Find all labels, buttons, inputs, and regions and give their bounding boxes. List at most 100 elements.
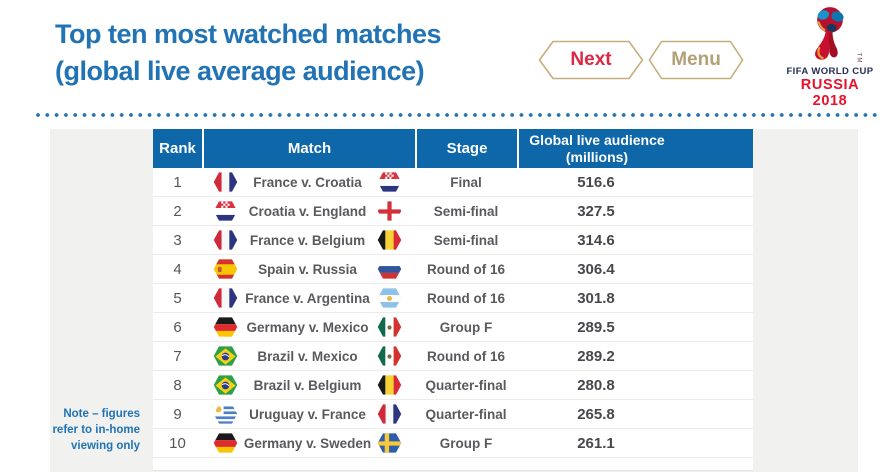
match-label: Brazil v. Belgium [253, 377, 362, 393]
next-button-label: Next [570, 49, 612, 70]
stage-cell: Final [450, 174, 482, 190]
table-row: 7 Brazil v. Mexico Round of 16 289.2 [153, 342, 753, 371]
england-flag-icon [377, 201, 402, 221]
stage-cell: Group F [439, 319, 493, 335]
uruguay-flag-icon [213, 404, 238, 424]
croatia-flag-icon [213, 201, 238, 221]
audience-cell: 261.1 [577, 434, 615, 452]
brazil-flag-icon [213, 375, 238, 395]
audience-cell: 280.8 [577, 376, 615, 394]
match-cell: Uruguay v. France [202, 404, 415, 425]
stage-cell: Semi-final [433, 203, 499, 219]
logo-fifa-world-cup-text: FIFA WORLD CUP [786, 66, 874, 77]
rank-cell: 10 [169, 434, 186, 452]
match-cell: France v. Croatia [202, 172, 415, 193]
match-cell: Croatia v. England [202, 201, 415, 222]
stage-cell: Group F [439, 435, 493, 451]
matches-table: Rank Match Stage Global live audience (m… [153, 129, 753, 471]
rank-cell: 2 [173, 202, 182, 220]
match-label: France v. Belgium [249, 232, 366, 248]
rank-cell: 8 [173, 376, 182, 394]
menu-button-label: Menu [671, 49, 721, 70]
france-flag-icon [213, 172, 238, 192]
match-cell: Germany v. Sweden [202, 433, 415, 454]
table-row: 5 France v. Argentina Round of 16 301.8 [153, 284, 753, 313]
table-row: 10 Germany v. Sweden Group F 261.1 [153, 429, 753, 458]
germany-flag-icon [213, 317, 238, 337]
rank-cell: 3 [173, 231, 182, 249]
fifa-world-cup-logo: TM FIFA WORLD CUP RUSSIA 2018 [782, 3, 878, 109]
next-button[interactable]: Next [538, 40, 644, 80]
match-cell: Brazil v. Mexico [202, 346, 415, 367]
match-label: France v. Argentina [245, 290, 370, 306]
table-row: 2 Croatia v. England Semi-final 327.5 [153, 197, 753, 226]
belgium-flag-icon [377, 375, 402, 395]
match-label: Spain v. Russia [258, 261, 357, 277]
argentina-flag-icon [377, 288, 402, 308]
match-cell: France v. Argentina [202, 288, 415, 309]
croatia-flag-icon [377, 172, 402, 192]
table-row: 3 France v. Belgium Semi-final 314.6 [153, 226, 753, 255]
rank-cell: 6 [173, 318, 182, 336]
match-label: Brazil v. Mexico [257, 348, 358, 364]
france-flag-icon [213, 288, 238, 308]
match-label: Germany v. Mexico [246, 319, 369, 335]
rank-cell: 4 [173, 260, 182, 278]
match-label: Germany v. Sweden [243, 435, 372, 451]
russia-flag-icon [377, 259, 402, 279]
table-row: 1 France v. Croatia Final 516.6 [153, 168, 753, 197]
page-title-line2: (global live average audience) [55, 56, 425, 86]
mexico-flag-icon [377, 346, 402, 366]
audience-cell: 289.2 [577, 347, 615, 365]
audience-cell: 314.6 [577, 231, 615, 249]
logo-russia-2018-text: RUSSIA 2018 [800, 77, 860, 109]
match-cell: Brazil v. Belgium [202, 375, 415, 396]
audience-header-line2: (millions) [565, 148, 629, 165]
audience-cell: 265.8 [577, 405, 615, 423]
belgium-flag-icon [377, 230, 402, 250]
table-header-row: Rank Match Stage Global live audience (m… [153, 129, 753, 168]
mexico-flag-icon [377, 317, 402, 337]
footnote-line3: viewing only [70, 440, 140, 452]
audience-column-header: Global live audience (millions) [517, 129, 753, 168]
match-label: Croatia v. England [248, 203, 367, 219]
stage-cell: Round of 16 [427, 290, 505, 306]
audience-cell: 289.5 [577, 318, 615, 336]
rank-cell: 5 [173, 289, 182, 307]
page-title: Top ten most watched matches (global liv… [55, 16, 442, 90]
trademark-label: TM [855, 52, 862, 64]
rank-cell: 7 [173, 347, 182, 365]
menu-button[interactable]: Menu [648, 40, 744, 80]
stage-cell: Quarter-final [425, 377, 507, 393]
table-row: 9 Uruguay v. France Quarter-final 265.8 [153, 400, 753, 429]
stage-cell: Quarter-final [425, 406, 507, 422]
stage-cell: Round of 16 [427, 261, 505, 277]
stage-column-header: Stage [415, 129, 517, 168]
table-body: 1 France v. Croatia Final 516.6 2 Croati… [153, 168, 753, 458]
rank-column-header: Rank [159, 140, 196, 157]
audience-cell: 327.5 [577, 202, 615, 220]
brazil-flag-icon [213, 346, 238, 366]
audience-header-line1: Global live audience [529, 131, 665, 148]
france-flag-icon [213, 230, 238, 250]
hexagon-button-border [648, 40, 744, 80]
stage-cell: Semi-final [433, 232, 499, 248]
match-label: Uruguay v. France [249, 406, 366, 422]
table-row: 4 Spain v. Russia Round of 16 306.4 [153, 255, 753, 284]
page-title-line1: Top ten most watched matches [55, 19, 442, 49]
world-cup-trophy-icon [815, 7, 844, 60]
stage-cell: Round of 16 [427, 348, 505, 364]
match-cell: France v. Belgium [202, 230, 415, 251]
match-column-header: Match [202, 129, 415, 168]
france-flag-icon [377, 404, 402, 424]
footnote-line2: refer to in-home [52, 424, 140, 436]
rank-cell: 1 [173, 173, 182, 191]
audience-cell: 306.4 [577, 260, 615, 278]
match-cell: Germany v. Mexico [202, 317, 415, 338]
germany-flag-icon [213, 433, 238, 453]
audience-cell: 301.8 [577, 289, 615, 307]
dotted-divider [34, 111, 878, 119]
audience-cell: 516.6 [577, 173, 615, 191]
spain-flag-icon [213, 259, 238, 279]
